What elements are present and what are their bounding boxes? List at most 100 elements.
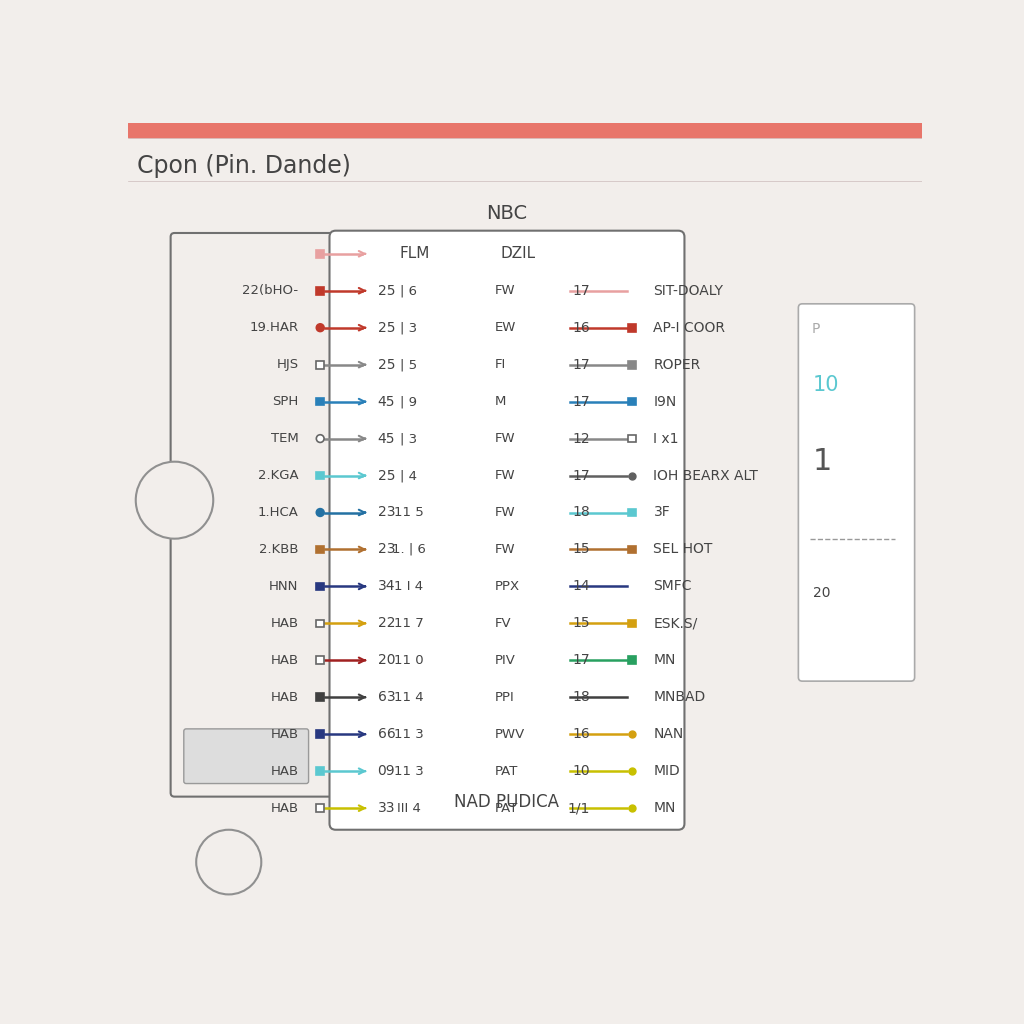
Text: PAT: PAT bbox=[495, 765, 518, 777]
FancyBboxPatch shape bbox=[799, 304, 914, 681]
Text: 22(bHO-: 22(bHO- bbox=[243, 285, 299, 297]
Text: | 6: | 6 bbox=[400, 285, 417, 297]
Text: MN: MN bbox=[653, 801, 676, 815]
Text: Cpon (Pin. Dande): Cpon (Pin. Dande) bbox=[137, 154, 351, 178]
Bar bbox=[628, 620, 636, 628]
Text: HNN: HNN bbox=[269, 580, 299, 593]
Text: NAN: NAN bbox=[653, 727, 684, 741]
Bar bbox=[316, 804, 324, 812]
Text: 1: 1 bbox=[813, 447, 833, 476]
Circle shape bbox=[197, 829, 261, 894]
Text: 2.KBB: 2.KBB bbox=[259, 543, 299, 556]
Text: P: P bbox=[812, 323, 820, 336]
Text: 11 4: 11 4 bbox=[394, 691, 423, 703]
Text: HAB: HAB bbox=[270, 728, 299, 740]
Bar bbox=[316, 397, 324, 406]
Text: NBC: NBC bbox=[486, 204, 527, 223]
Text: 22: 22 bbox=[378, 616, 395, 631]
Text: 17: 17 bbox=[572, 284, 590, 298]
Text: 16: 16 bbox=[572, 321, 590, 335]
Text: 12: 12 bbox=[572, 431, 590, 445]
Text: PPX: PPX bbox=[495, 580, 520, 593]
Bar bbox=[316, 693, 324, 701]
Text: HAB: HAB bbox=[270, 802, 299, 815]
Text: HAB: HAB bbox=[270, 765, 299, 777]
Text: 11 5: 11 5 bbox=[393, 506, 424, 519]
FancyBboxPatch shape bbox=[330, 230, 684, 829]
Text: EW: EW bbox=[495, 322, 516, 334]
Text: ROPER: ROPER bbox=[653, 357, 700, 372]
Circle shape bbox=[316, 324, 324, 332]
Text: I9N: I9N bbox=[653, 394, 677, 409]
Text: 1 I 4: 1 I 4 bbox=[394, 580, 423, 593]
Text: HJS: HJS bbox=[276, 358, 299, 371]
Text: 18: 18 bbox=[572, 506, 590, 519]
Text: HAB: HAB bbox=[270, 616, 299, 630]
Text: FLM: FLM bbox=[399, 247, 430, 261]
Text: 45: 45 bbox=[378, 394, 395, 409]
Text: I x1: I x1 bbox=[653, 431, 679, 445]
Text: FW: FW bbox=[495, 506, 515, 519]
Text: FI: FI bbox=[495, 358, 506, 371]
Text: 23: 23 bbox=[378, 543, 395, 556]
Text: 66: 66 bbox=[378, 727, 395, 741]
Text: TEM: TEM bbox=[270, 432, 299, 445]
Text: HAB: HAB bbox=[270, 654, 299, 667]
Text: | 3: | 3 bbox=[400, 322, 417, 334]
Text: 11 3: 11 3 bbox=[393, 728, 424, 740]
Text: 18: 18 bbox=[572, 690, 590, 705]
Text: M: M bbox=[495, 395, 506, 409]
Text: SPH: SPH bbox=[272, 395, 299, 409]
Text: IOH BEARX ALT: IOH BEARX ALT bbox=[653, 469, 759, 482]
Bar bbox=[628, 509, 636, 516]
Text: 23: 23 bbox=[378, 506, 395, 519]
Text: PPI: PPI bbox=[495, 691, 514, 703]
Text: FW: FW bbox=[495, 285, 515, 297]
Text: PIV: PIV bbox=[495, 654, 515, 667]
Text: 14: 14 bbox=[572, 580, 590, 594]
Text: PAT: PAT bbox=[495, 802, 518, 815]
Text: 17: 17 bbox=[572, 357, 590, 372]
Text: 34: 34 bbox=[378, 580, 395, 594]
Bar bbox=[628, 656, 636, 665]
Text: DZIL: DZIL bbox=[500, 247, 536, 261]
Text: SIT-DOALY: SIT-DOALY bbox=[653, 284, 723, 298]
Bar bbox=[628, 435, 636, 442]
Bar bbox=[316, 656, 324, 665]
Bar bbox=[128, 123, 922, 137]
Bar bbox=[316, 583, 324, 590]
Text: 1/1: 1/1 bbox=[567, 801, 590, 815]
Text: ESK.S/: ESK.S/ bbox=[653, 616, 697, 631]
Text: III 4: III 4 bbox=[396, 802, 421, 815]
Bar bbox=[628, 324, 636, 332]
Text: 25: 25 bbox=[378, 469, 395, 482]
Text: 17: 17 bbox=[572, 394, 590, 409]
Text: AP-I COOR: AP-I COOR bbox=[653, 321, 725, 335]
Text: FW: FW bbox=[495, 432, 515, 445]
Text: | 3: | 3 bbox=[400, 432, 417, 445]
Text: 11 7: 11 7 bbox=[393, 616, 424, 630]
Text: 09: 09 bbox=[378, 764, 395, 778]
Text: FW: FW bbox=[495, 543, 515, 556]
Bar bbox=[316, 360, 324, 369]
Text: 10: 10 bbox=[572, 764, 590, 778]
Text: 11 0: 11 0 bbox=[394, 654, 423, 667]
Circle shape bbox=[136, 462, 213, 539]
Text: 25: 25 bbox=[378, 357, 395, 372]
Bar bbox=[316, 472, 324, 479]
Text: 20: 20 bbox=[378, 653, 395, 668]
Text: 33: 33 bbox=[378, 801, 395, 815]
Text: MN: MN bbox=[653, 653, 676, 668]
Text: 10: 10 bbox=[813, 375, 840, 394]
Bar bbox=[316, 767, 324, 775]
Text: 17: 17 bbox=[572, 653, 590, 668]
Text: 25: 25 bbox=[378, 321, 395, 335]
Bar bbox=[628, 397, 636, 406]
Text: MID: MID bbox=[653, 764, 680, 778]
Text: 63: 63 bbox=[378, 690, 395, 705]
Text: 17: 17 bbox=[572, 469, 590, 482]
FancyBboxPatch shape bbox=[171, 233, 337, 797]
Bar bbox=[316, 620, 324, 628]
Text: PWV: PWV bbox=[495, 728, 525, 740]
Bar bbox=[316, 250, 324, 258]
